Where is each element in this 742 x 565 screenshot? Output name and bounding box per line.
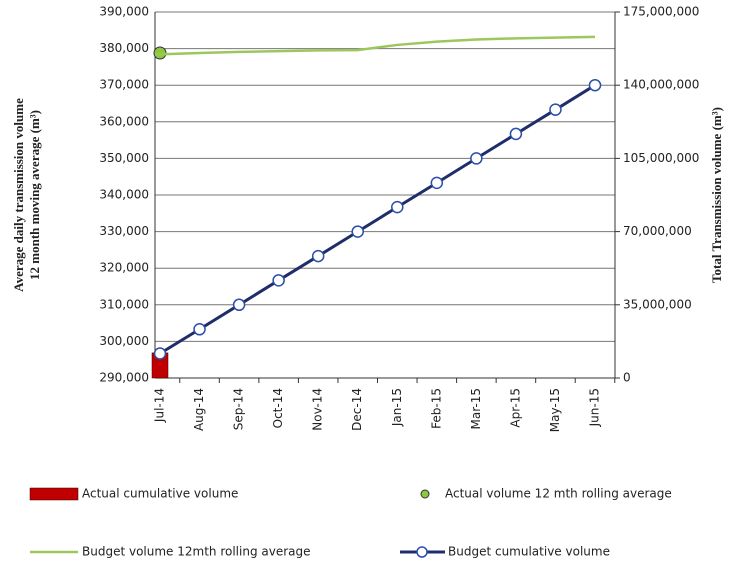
x-tick-label: Aug-14 bbox=[192, 388, 206, 431]
x-tick-label: Dec-14 bbox=[350, 388, 364, 431]
marker bbox=[232, 298, 246, 312]
legend-label: Budget cumulative volume bbox=[448, 545, 610, 559]
marker bbox=[351, 225, 364, 238]
x-tick-label: Sep-14 bbox=[232, 388, 246, 430]
legend-swatch bbox=[416, 546, 428, 558]
marker bbox=[509, 127, 523, 141]
y2-tick-label: 35,000,000 bbox=[623, 297, 692, 311]
y-tick-label: 350,000 bbox=[99, 151, 149, 165]
x-tick-label: Jan-15 bbox=[390, 388, 404, 427]
x-tick-label: Feb-15 bbox=[429, 388, 443, 429]
marker bbox=[391, 200, 404, 214]
marker bbox=[430, 176, 444, 190]
x-tick-label: Jul-14 bbox=[153, 388, 167, 423]
legend-swatch bbox=[420, 489, 430, 499]
marker bbox=[193, 323, 206, 336]
y-tick-label: 360,000 bbox=[99, 114, 149, 128]
x-tick-label: Oct-14 bbox=[271, 388, 285, 428]
y2-tick-label: 0 bbox=[623, 371, 631, 385]
y2-tick-label: 140,000,000 bbox=[623, 78, 699, 92]
legend-label: Budget volume 12mth rolling average bbox=[82, 545, 311, 559]
y-tick-label: 370,000 bbox=[99, 78, 149, 92]
y-tick-label: 380,000 bbox=[99, 41, 149, 55]
marker bbox=[272, 274, 285, 287]
legend-label: Actual volume 12 mth rolling average bbox=[445, 487, 672, 501]
y-tick-label: 330,000 bbox=[99, 224, 149, 238]
x-tick-label: Nov-14 bbox=[311, 388, 325, 431]
marker bbox=[470, 152, 483, 165]
y2-tick-label: 105,000,000 bbox=[623, 151, 699, 165]
legend-label: Actual cumulative volume bbox=[82, 487, 238, 501]
y2-tick-label: 70,000,000 bbox=[623, 224, 692, 238]
y2-tick-label: 175,000,000 bbox=[623, 5, 699, 19]
x-tick-label: Apr-15 bbox=[508, 388, 522, 428]
marker bbox=[549, 103, 562, 116]
line bbox=[154, 35, 596, 56]
y-tick-label: 310,000 bbox=[99, 297, 149, 311]
x-tick-label: May-15 bbox=[548, 388, 562, 432]
x-tick-label: Mar-15 bbox=[469, 388, 483, 429]
y-axis-title: Average daily transmission volume bbox=[11, 98, 26, 292]
marker bbox=[153, 347, 167, 360]
legend-swatch bbox=[29, 487, 79, 501]
y-tick-label: 390,000 bbox=[99, 5, 149, 19]
marker bbox=[311, 249, 325, 263]
x-tick-label: Jun-15 bbox=[588, 388, 602, 427]
y-tick-label: 320,000 bbox=[99, 261, 149, 275]
y-axis-title: 12 month moving average (m³) bbox=[27, 110, 42, 280]
y-tick-label: 340,000 bbox=[99, 188, 149, 202]
y-tick-label: 300,000 bbox=[99, 334, 149, 348]
y2-axis-title: Total Transmission volume (m³) bbox=[709, 107, 724, 283]
y-tick-label: 290,000 bbox=[99, 371, 149, 385]
line bbox=[159, 83, 596, 355]
marker bbox=[588, 78, 602, 92]
